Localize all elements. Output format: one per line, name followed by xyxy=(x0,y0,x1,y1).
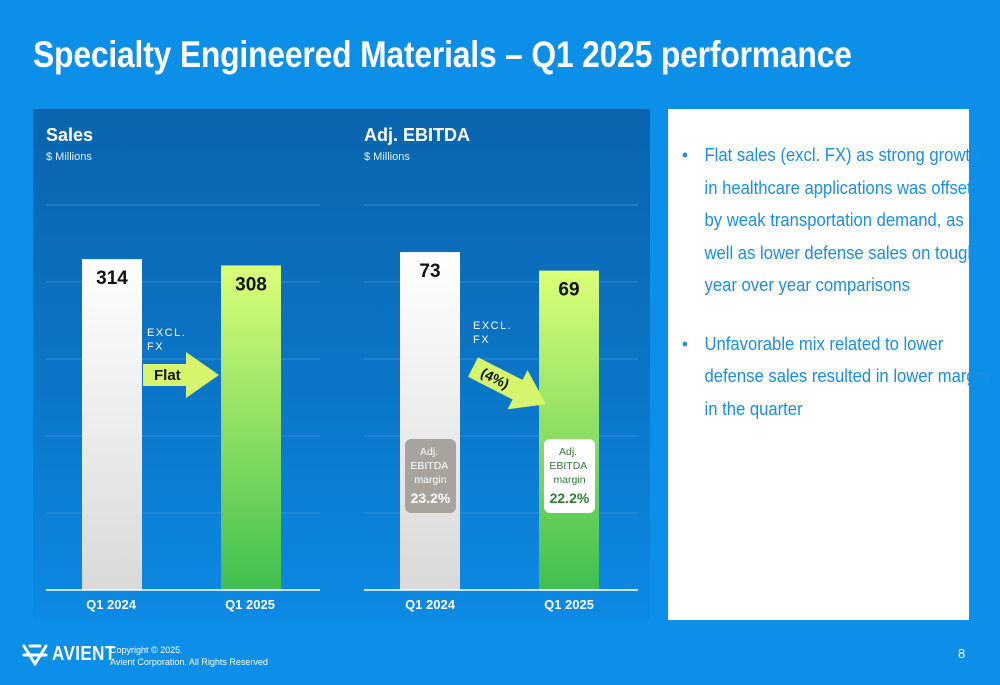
charts-svg: Sales $ Millions Adj. EBITDA $ Millions … xyxy=(46,125,638,612)
copyright: Copyright © 2025. Avient Corporation. Al… xyxy=(110,644,268,668)
ebitda-chart-title: Adj. EBITDA xyxy=(364,125,470,145)
bullet-dot: • xyxy=(682,144,688,165)
bullet-text: Flat sales (excl. FX) as strong growth i… xyxy=(704,144,980,295)
avient-logo-mark-icon xyxy=(22,644,48,665)
sales-bar-q1-2025 xyxy=(221,265,281,590)
bullet-dot: • xyxy=(682,332,688,354)
ebitda-excl-fx-note: EXCL. FX xyxy=(473,320,517,346)
ebitda-margin-box-q1-2025 xyxy=(544,439,595,513)
ebitda-bar-q1-2024 xyxy=(400,252,460,590)
sales-chart-title: Sales xyxy=(46,125,93,145)
ebitda-value-label: 69 xyxy=(558,280,579,301)
charts-panel: Sales $ Millions Adj. EBITDA $ Millions … xyxy=(33,109,650,620)
sales-change-arrow xyxy=(143,352,219,398)
commentary-bullets: • Flat sales (excl. FX) as strong growth … xyxy=(682,139,989,451)
ebitda-change-arrow xyxy=(468,357,547,410)
sales-value-label: 314 xyxy=(96,268,128,289)
avient-logo: AVIENT xyxy=(22,643,127,666)
ebitda-bar-q1-2025 xyxy=(539,270,599,590)
commentary-bullet: • Flat sales (excl. FX) as strong growth … xyxy=(682,139,989,302)
page-title: Specialty Engineered Materials – Q1 2025… xyxy=(33,34,852,75)
ebitda-margin-value-q1-2025: 22.2% xyxy=(550,490,590,506)
avient-logo-text: AVIENT xyxy=(52,643,116,665)
ebitda-chart-unit: $ Millions xyxy=(364,151,410,163)
commentary-panel: • Flat sales (excl. FX) as strong growth … xyxy=(668,109,989,620)
ebitda-value-label: 73 xyxy=(419,261,440,282)
ebitda-margin-caption: Adj. EBITDA margin xyxy=(549,446,589,486)
bullet-text: Unfavorable mix related to lower defense… xyxy=(704,332,989,419)
sales-category-label: Q1 2024 xyxy=(86,597,137,612)
copyright-line: Avient Corporation. All Rights Reserved xyxy=(110,657,268,667)
ebitda-category-label: Q1 2024 xyxy=(405,597,456,612)
ebitda-margin-value-q1-2024: 23.2% xyxy=(411,490,451,506)
ebitda-category-label: Q1 2025 xyxy=(544,597,594,612)
sales-chart-unit: $ Millions xyxy=(46,151,92,163)
page-number: 8 xyxy=(958,646,966,661)
sales-category-label: Q1 2025 xyxy=(225,597,275,612)
sales-bar-q1-2024 xyxy=(82,259,142,590)
commentary-bullet: • Unfavorable mix related to lower defens… xyxy=(682,328,989,426)
sales-change-label: Flat xyxy=(154,367,181,384)
copyright-line: Copyright © 2025. xyxy=(110,645,183,655)
ebitda-margin-box-q1-2024 xyxy=(405,439,456,513)
sales-value-label: 308 xyxy=(235,274,267,295)
sales-excl-fx-note: EXCL. FX xyxy=(147,327,191,353)
ebitda-margin-caption: Adj. EBITDA margin xyxy=(410,446,450,486)
